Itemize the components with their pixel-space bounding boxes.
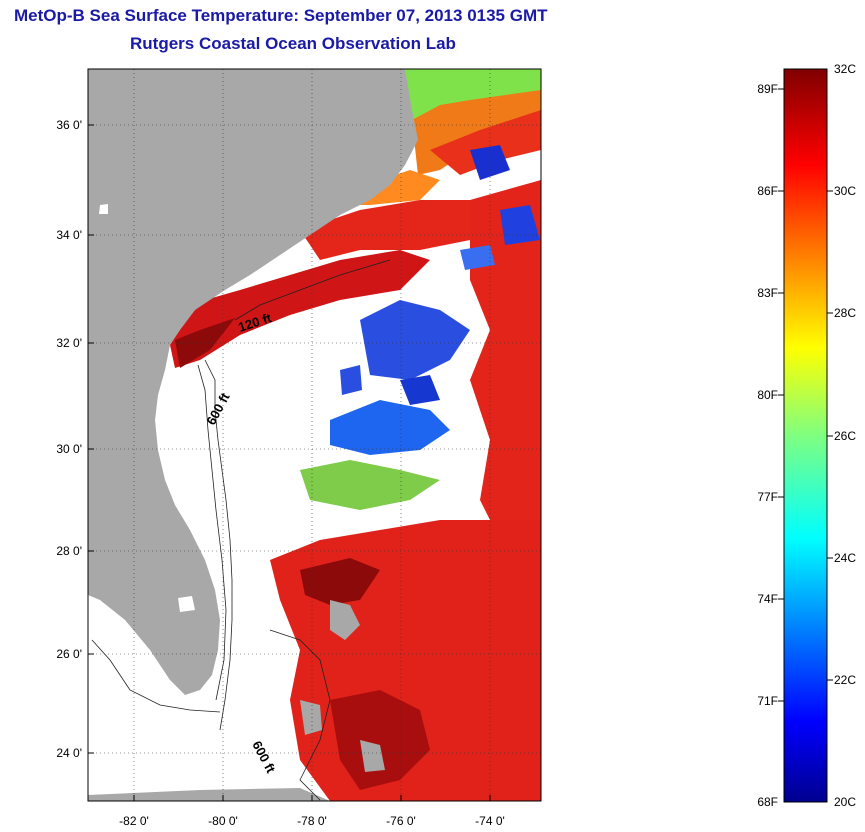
lat-tick-label: 34 0' <box>56 228 82 242</box>
colorbar-f-label: 77F <box>757 490 778 504</box>
axis-ticks <box>88 124 491 801</box>
bathymetry-contours <box>91 259 391 801</box>
lat-tick-label: 32 0' <box>56 336 82 350</box>
map-subtitle: Rutgers Coastal Ocean Observation Lab <box>130 34 456 53</box>
colorbar-c-label: 24C <box>834 551 857 565</box>
lon-tick-label: -82 0' <box>119 814 149 828</box>
colorbar-f-label: 80F <box>757 388 778 402</box>
colorbar-f-label: 89F <box>757 82 778 96</box>
lat-tick-label: 30 0' <box>56 442 82 456</box>
lon-tick-label: -76 0' <box>386 814 416 828</box>
lon-tick-label: -78 0' <box>297 814 327 828</box>
sst-data-layer <box>170 69 541 801</box>
colorbar-f-label: 68F <box>757 795 778 809</box>
colorbar-c-label: 30C <box>834 184 857 198</box>
land-layer <box>88 69 418 801</box>
colorbar-f-label: 71F <box>757 694 778 708</box>
map-plot-area <box>88 69 541 801</box>
colorbar-c-label: 22C <box>834 673 857 687</box>
lat-tick-label: 26 0' <box>56 647 82 661</box>
colorbar-c-label: 32C <box>834 62 857 76</box>
map-frame <box>87 68 542 802</box>
lat-tick-label: 24 0' <box>56 746 82 760</box>
map-title: MetOp-B Sea Surface Temperature: Septemb… <box>14 6 548 25</box>
lat-tick-label: 36 0' <box>56 118 82 132</box>
colorbar-f-label: 83F <box>757 286 778 300</box>
lon-tick-label: -80 0' <box>208 814 238 828</box>
colorbar-f-label: 74F <box>757 592 778 606</box>
lat-tick-label: 28 0' <box>56 544 82 558</box>
colorbar-f-label: 86F <box>757 184 778 198</box>
colorbar-ticks <box>778 88 833 702</box>
colorbar-c-label: 26C <box>834 429 857 443</box>
colorbar-c-label: 20C <box>834 795 857 809</box>
colorbar-c-label: 28C <box>834 306 857 320</box>
lon-tick-label: -74 0' <box>475 814 505 828</box>
colorbar <box>783 68 828 803</box>
